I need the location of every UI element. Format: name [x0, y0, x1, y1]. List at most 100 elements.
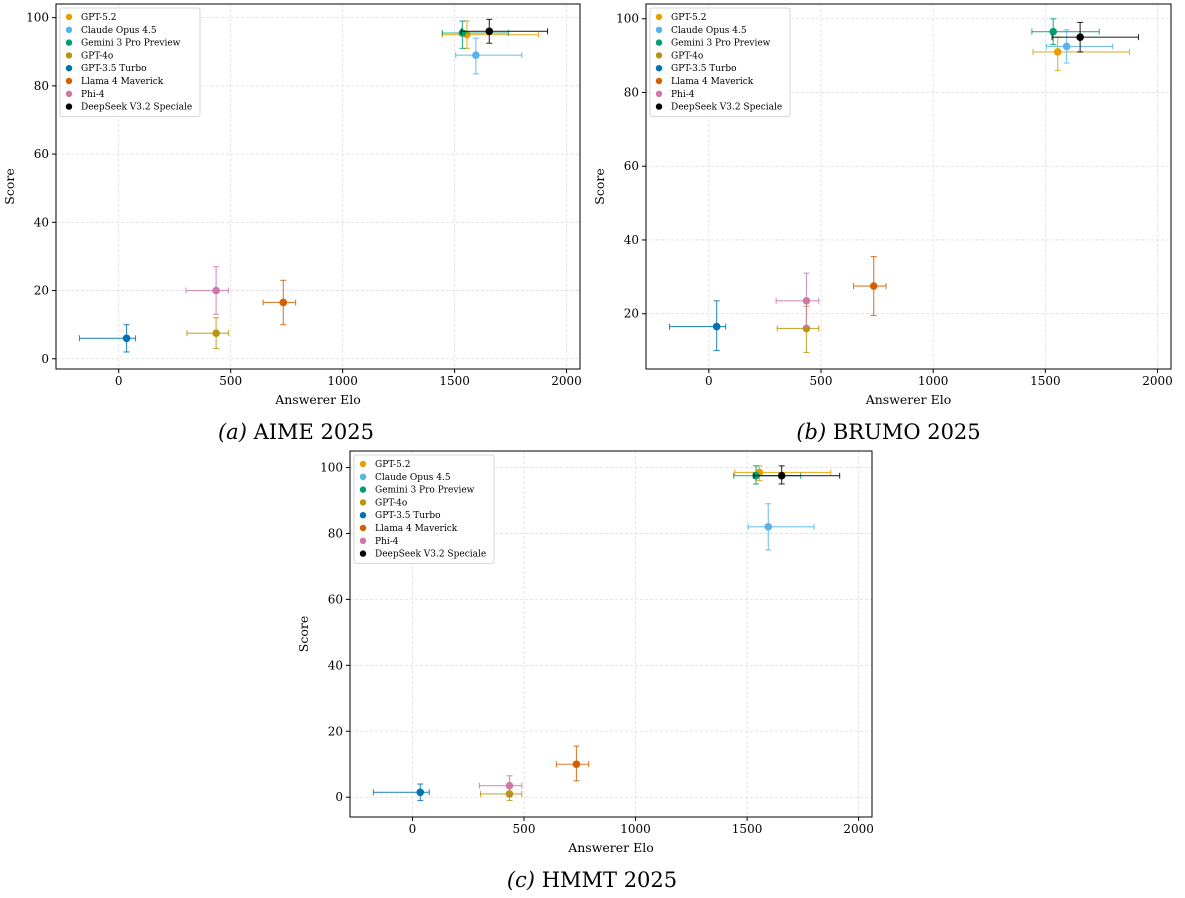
x-tick-label: 500 — [513, 822, 536, 836]
data-point-group — [555, 745, 590, 782]
legend-label: GPT-3.5 Turbo — [671, 64, 737, 74]
chart-brumo-2025: 0 500 1000 1500 2000 20 40 60 80 100 Answerer Elo S… — [592, 3, 1173, 407]
legend-box — [59, 7, 201, 117]
legend-label: GPT-5.2 — [671, 13, 706, 23]
legend-marker — [655, 77, 663, 85]
y-tick-label: 60 — [34, 147, 49, 161]
data-point-group — [852, 256, 887, 317]
data-points — [372, 465, 841, 802]
y-axis-label: Score — [592, 168, 607, 204]
legend-marker — [655, 52, 663, 59]
x-tick-label: 1000 — [327, 374, 358, 388]
legend-marker — [65, 39, 73, 46]
legend-label: GPT-4o — [81, 51, 113, 61]
chart-aime-2025: 0 500 1000 1500 2000 0 20 40 60 80 100 Answerer Elo… — [2, 3, 582, 407]
x-tick-label: 1000 — [918, 374, 949, 388]
x-tick-label: 1500 — [439, 374, 470, 388]
data-points — [78, 18, 549, 353]
legend-label: Llama 4 Maverick — [81, 77, 164, 87]
caption-tag: (c) — [506, 868, 535, 892]
data-point-group — [460, 18, 549, 44]
legend-marker — [65, 77, 73, 85]
legend-marker — [65, 65, 73, 72]
caption-text: AIME 2025 — [253, 420, 374, 444]
y-tick-label: 20 — [624, 307, 639, 321]
x-tick-label: 0 — [409, 822, 417, 836]
data-point — [485, 27, 494, 36]
legend-label: GPT-3.5 Turbo — [375, 511, 441, 521]
legend-label: Gemini 3 Pro Preview — [671, 39, 771, 49]
x-tick-label: 2000 — [551, 374, 582, 388]
data-point — [279, 298, 288, 307]
x-tick-label: 2000 — [843, 822, 874, 836]
x-tick-label: 0 — [705, 374, 713, 388]
y-axis-label: Score — [2, 168, 17, 204]
data-point — [1053, 48, 1062, 56]
legend-marker — [359, 537, 367, 544]
data-points — [669, 18, 1140, 353]
x-axis-label: Answerer Elo — [567, 840, 654, 855]
data-point-group — [479, 786, 523, 802]
chart-hmmt-2025: 0 500 1000 1500 2000 0 20 40 60 80 100 Answerer Elo… — [296, 450, 874, 855]
legend-marker — [359, 486, 367, 493]
caption-text: HMMT 2025 — [541, 868, 678, 892]
x-tick-label: 1500 — [1030, 374, 1061, 388]
legend-marker — [359, 512, 367, 519]
legend-marker — [655, 103, 663, 110]
x-axis-label: Answerer Elo — [274, 392, 361, 407]
x-axis-label: Answerer Elo — [865, 392, 952, 407]
legend-label: Gemini 3 Pro Preview — [375, 486, 475, 496]
legend: GPT-5.2 Claude Opus 4.5 Gemini 3 Pro Previ… — [59, 7, 201, 117]
data-point-group — [1051, 21, 1140, 53]
data-point-group — [262, 279, 297, 326]
caption-tag: (a) — [217, 420, 247, 444]
legend-marker — [655, 26, 663, 33]
data-point — [712, 322, 721, 331]
legend-marker — [65, 103, 73, 110]
data-point — [572, 760, 581, 769]
legend: GPT-5.2 Claude Opus 4.5 Gemini 3 Pro Previ… — [353, 454, 495, 564]
legend-marker — [359, 499, 367, 506]
data-point — [505, 781, 514, 790]
legend-marker — [65, 26, 73, 33]
legend-label: GPT-4o — [671, 51, 703, 61]
data-point — [212, 286, 220, 295]
y-axis-label: Score — [296, 616, 311, 652]
x-tick-label: 500 — [219, 374, 242, 388]
x-tick-label: 2000 — [1142, 374, 1173, 388]
legend-label: DeepSeek V3.2 Speciale — [81, 103, 192, 113]
data-point-group — [753, 465, 841, 485]
x-tick-label: 0 — [115, 374, 123, 388]
legend-box — [353, 454, 495, 564]
data-point-group — [775, 272, 820, 328]
chart-caption: (b) BRUMO 2025 — [592, 420, 1185, 444]
y-tick-label: 20 — [328, 724, 343, 738]
y-tick-label: 0 — [335, 790, 343, 804]
y-tick-label: 80 — [328, 526, 343, 540]
legend-marker — [359, 473, 367, 480]
plot-frame — [349, 450, 873, 818]
legend-label: GPT-5.2 — [375, 460, 410, 470]
data-point — [1076, 33, 1084, 41]
legend-label: Llama 4 Maverick — [671, 77, 754, 87]
y-tick-label: 40 — [624, 233, 639, 247]
legend-label: DeepSeek V3.2 Speciale — [671, 103, 782, 113]
legend-marker — [655, 65, 663, 72]
data-point-group — [185, 266, 229, 315]
data-point-group — [776, 305, 820, 353]
data-point — [416, 788, 425, 797]
y-tick-label: 80 — [34, 79, 49, 93]
data-point-group — [747, 503, 815, 551]
legend-box — [649, 7, 791, 117]
caption-text: BRUMO 2025 — [832, 420, 981, 444]
plot-frame — [645, 3, 1172, 370]
y-tick-label: 20 — [34, 284, 49, 298]
x-tick-label: 1000 — [620, 822, 651, 836]
legend-marker — [359, 460, 367, 468]
legend-marker — [655, 90, 663, 98]
legend: GPT-5.2 Claude Opus 4.5 Gemini 3 Pro Previ… — [649, 7, 791, 117]
caption-tag: (b) — [796, 420, 827, 444]
data-point — [472, 51, 480, 59]
legend-marker — [65, 90, 73, 98]
legend-marker — [359, 550, 367, 557]
